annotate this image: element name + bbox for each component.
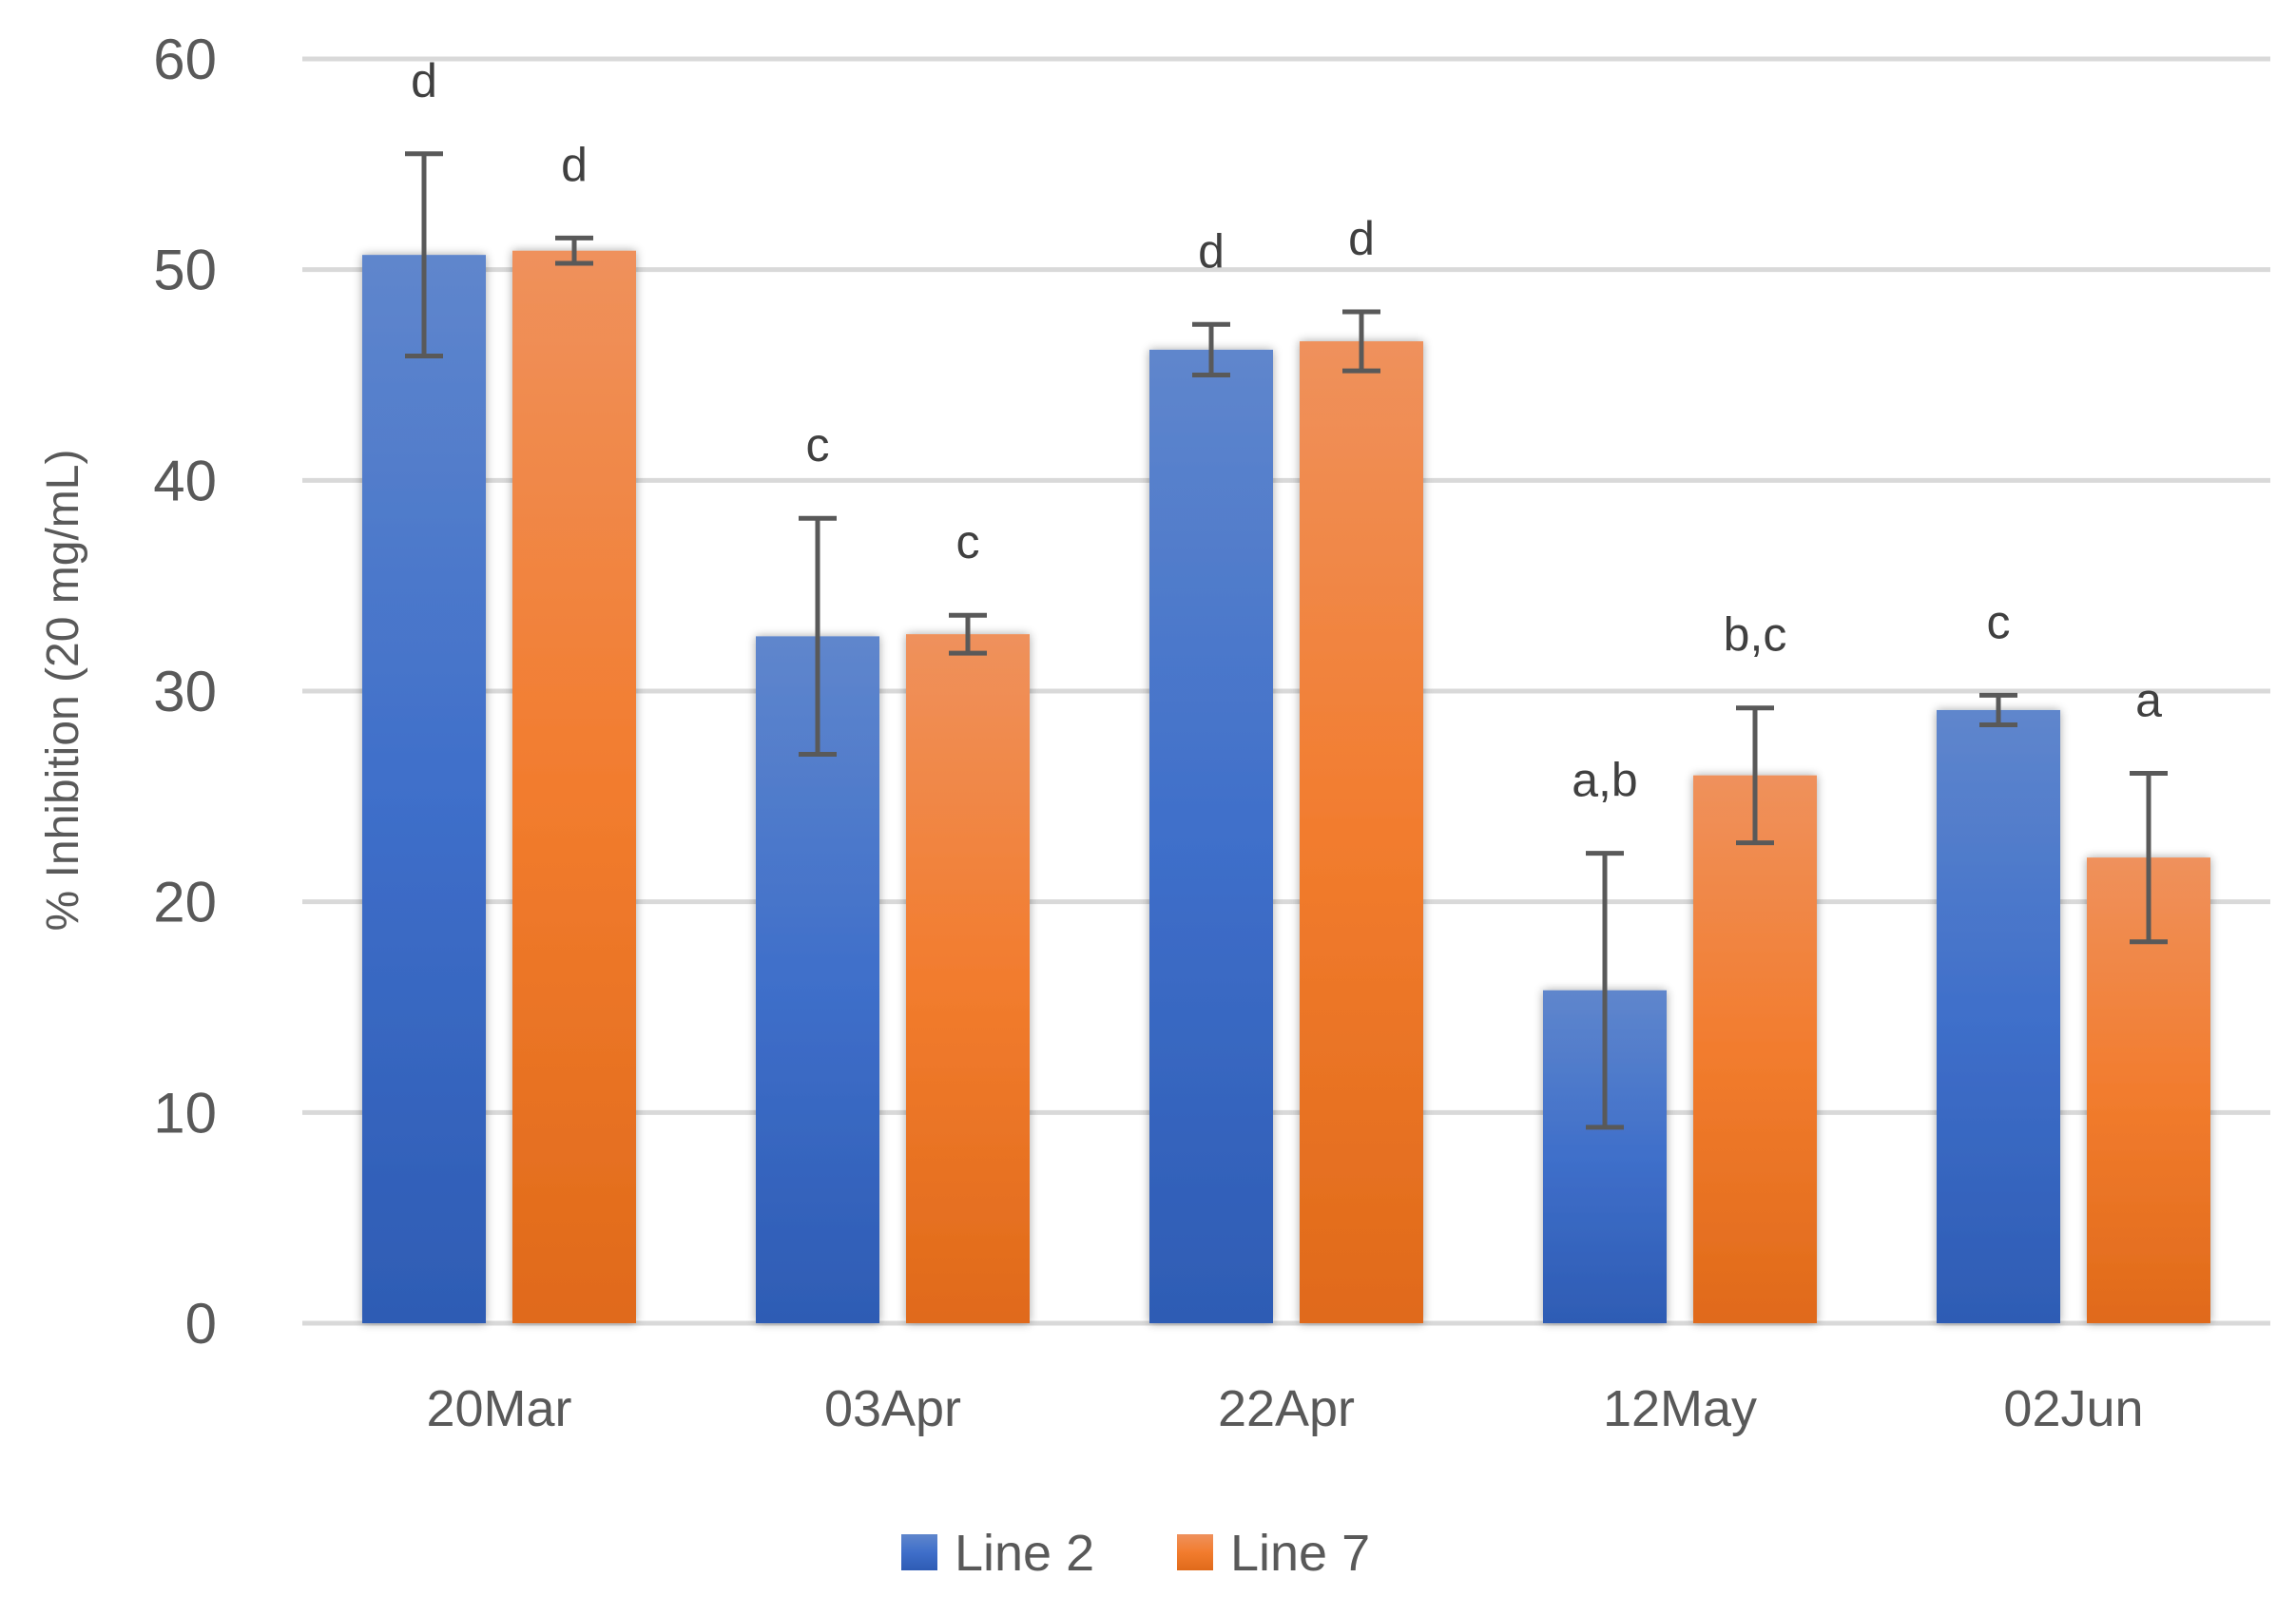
y-tick-label: 60 [153, 28, 217, 91]
x-category-label: 12May [1603, 1380, 1757, 1437]
error-bars [405, 151, 2168, 1130]
error-bar [1736, 705, 1774, 846]
legend-item: Line 7 [1177, 1525, 1370, 1582]
bar-line-7-03Apr [906, 634, 1030, 1323]
bar-line-2-02Jun [1937, 709, 2060, 1323]
significance-label: a,b [1572, 754, 1638, 807]
significance-label: d [1348, 212, 1375, 265]
x-category-label: 02Jun [2003, 1380, 2143, 1437]
significance-label: a [2135, 673, 2162, 726]
significance-label: d [411, 54, 437, 107]
error-bar [2130, 770, 2168, 945]
legend-swatch [1177, 1534, 1213, 1570]
significance-labels: d d c c d d a,b b,c c a [411, 54, 2162, 807]
significance-label: d [561, 138, 588, 191]
y-tick-label: 10 [153, 1081, 217, 1145]
y-tick-label: 50 [153, 239, 217, 302]
error-bar [405, 151, 443, 359]
error-bar [1586, 851, 1624, 1130]
x-category-label: 20Mar [426, 1380, 571, 1437]
x-axis-categories: 20Mar 03Apr 22Apr 12May 02Jun [426, 1380, 2143, 1437]
y-tick-label: 0 [185, 1292, 217, 1356]
error-bar [1342, 309, 1380, 374]
significance-label: b,c [1724, 608, 1787, 662]
significance-label: c [956, 515, 980, 568]
y-axis-ticks: 0 10 20 30 40 50 60 [153, 28, 217, 1356]
y-axis-title: % Inhibition (20 mg/mL) [38, 450, 88, 932]
error-bar [1979, 692, 2017, 727]
y-tick-label: 40 [153, 449, 217, 512]
x-category-label: 03Apr [824, 1380, 961, 1437]
legend-label: Line 2 [955, 1525, 1094, 1582]
significance-label: d [1198, 224, 1225, 278]
legend: Line 2 Line 7 [901, 1525, 1370, 1582]
bar-line-7-12May [1693, 775, 1817, 1323]
legend-item: Line 2 [901, 1525, 1094, 1582]
error-bar [949, 612, 987, 656]
bars [362, 250, 2210, 1323]
error-bar [555, 235, 593, 266]
error-bar [799, 515, 837, 757]
x-category-label: 22Apr [1218, 1380, 1355, 1437]
bar-line-2-22Apr [1149, 349, 1273, 1323]
significance-label: c [806, 418, 830, 471]
significance-label: c [1987, 595, 2011, 648]
legend-swatch [901, 1534, 937, 1570]
bar-line-2-20Mar [362, 255, 486, 1323]
bar-line-7-20Mar [512, 250, 636, 1323]
y-tick-label: 30 [153, 660, 217, 723]
y-tick-label: 20 [153, 871, 217, 934]
error-bar [1192, 321, 1230, 377]
legend-label: Line 7 [1230, 1525, 1370, 1582]
bar-line-7-22Apr [1300, 341, 1423, 1323]
